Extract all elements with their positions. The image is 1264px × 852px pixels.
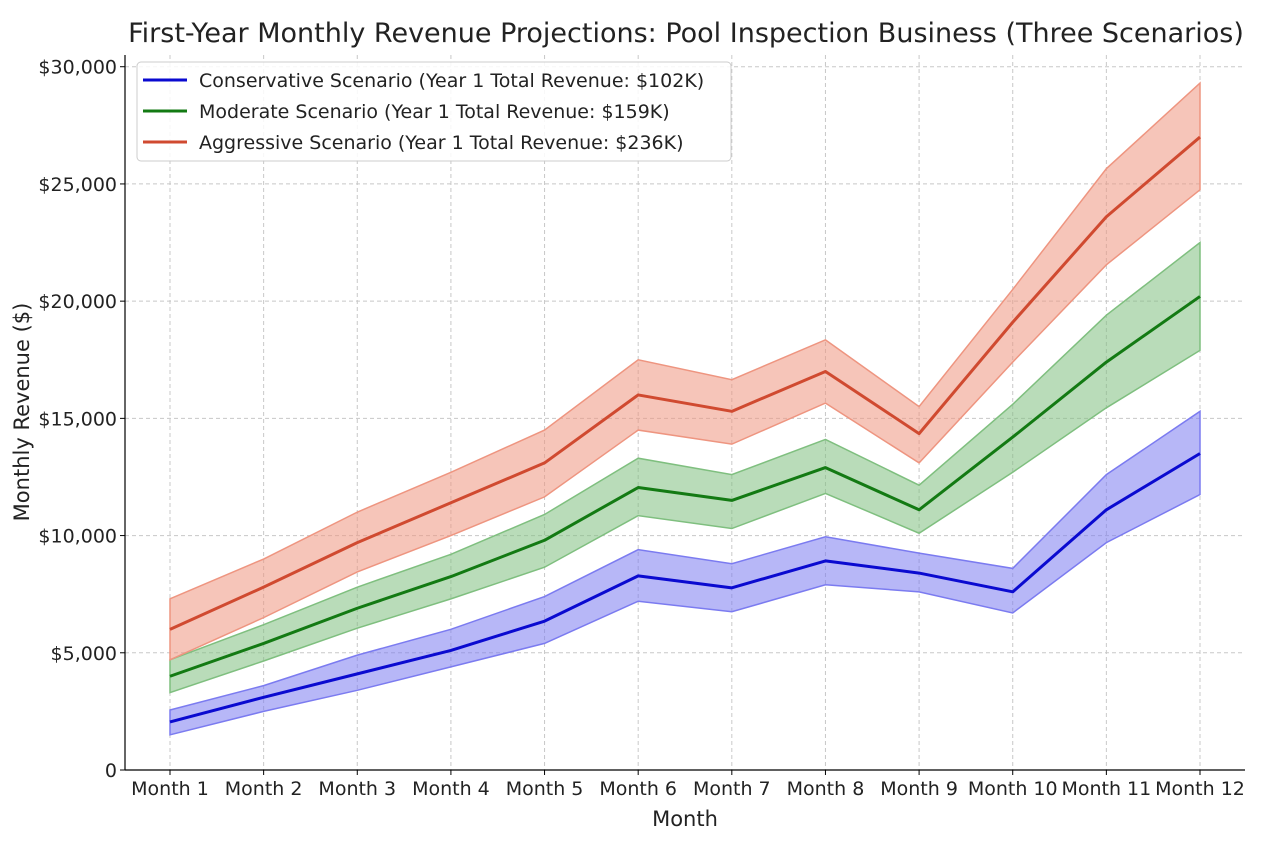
legend-label-0: Conservative Scenario (Year 1 Total Reve… <box>199 70 704 92</box>
chart-title: First-Year Monthly Revenue Projections: … <box>128 18 1244 49</box>
y-tick-label: $5,000 <box>51 643 117 665</box>
x-axis-label: Month <box>652 807 718 831</box>
x-tick-label: Month 5 <box>506 778 584 800</box>
legend-label-1: Moderate Scenario (Year 1 Total Revenue:… <box>199 101 670 123</box>
y-tick-label: 0 <box>105 760 117 782</box>
y-tick-label: $10,000 <box>38 526 117 548</box>
x-tick-label: Month 4 <box>412 778 490 800</box>
y-tick-label: $30,000 <box>38 57 117 79</box>
y-axis-label: Monthly Revenue ($) <box>10 303 34 522</box>
x-tick-label: Month 11 <box>1061 778 1151 800</box>
x-tick-label: Month 10 <box>968 778 1058 800</box>
y-tick-labels: 0 $5,000 $10,000 $15,000 $20,000 $25,000 $30,0… <box>38 57 125 782</box>
x-tick-label: Month 12 <box>1155 778 1245 800</box>
x-tick-label: Month 3 <box>318 778 396 800</box>
x-tick-label: Month 2 <box>225 778 303 800</box>
legend-label-2: Aggressive Scenario (Year 1 Total Revenu… <box>199 132 684 154</box>
y-tick-label: $20,000 <box>38 291 117 313</box>
y-tick-label: $15,000 <box>38 408 117 430</box>
y-tick-label: $25,000 <box>38 174 117 196</box>
x-tick-label: Month 8 <box>787 778 865 800</box>
x-tick-label: Month 1 <box>131 778 209 800</box>
x-tick-label: Month 7 <box>693 778 771 800</box>
x-tick-label: Month 9 <box>880 778 958 800</box>
legend: Conservative Scenario (Year 1 Total Reve… <box>137 62 731 161</box>
x-tick-labels: Month 1 Month 2 Month 3 Month 4 Month 5 Month… <box>131 770 1245 800</box>
x-tick-label: Month 6 <box>599 778 677 800</box>
